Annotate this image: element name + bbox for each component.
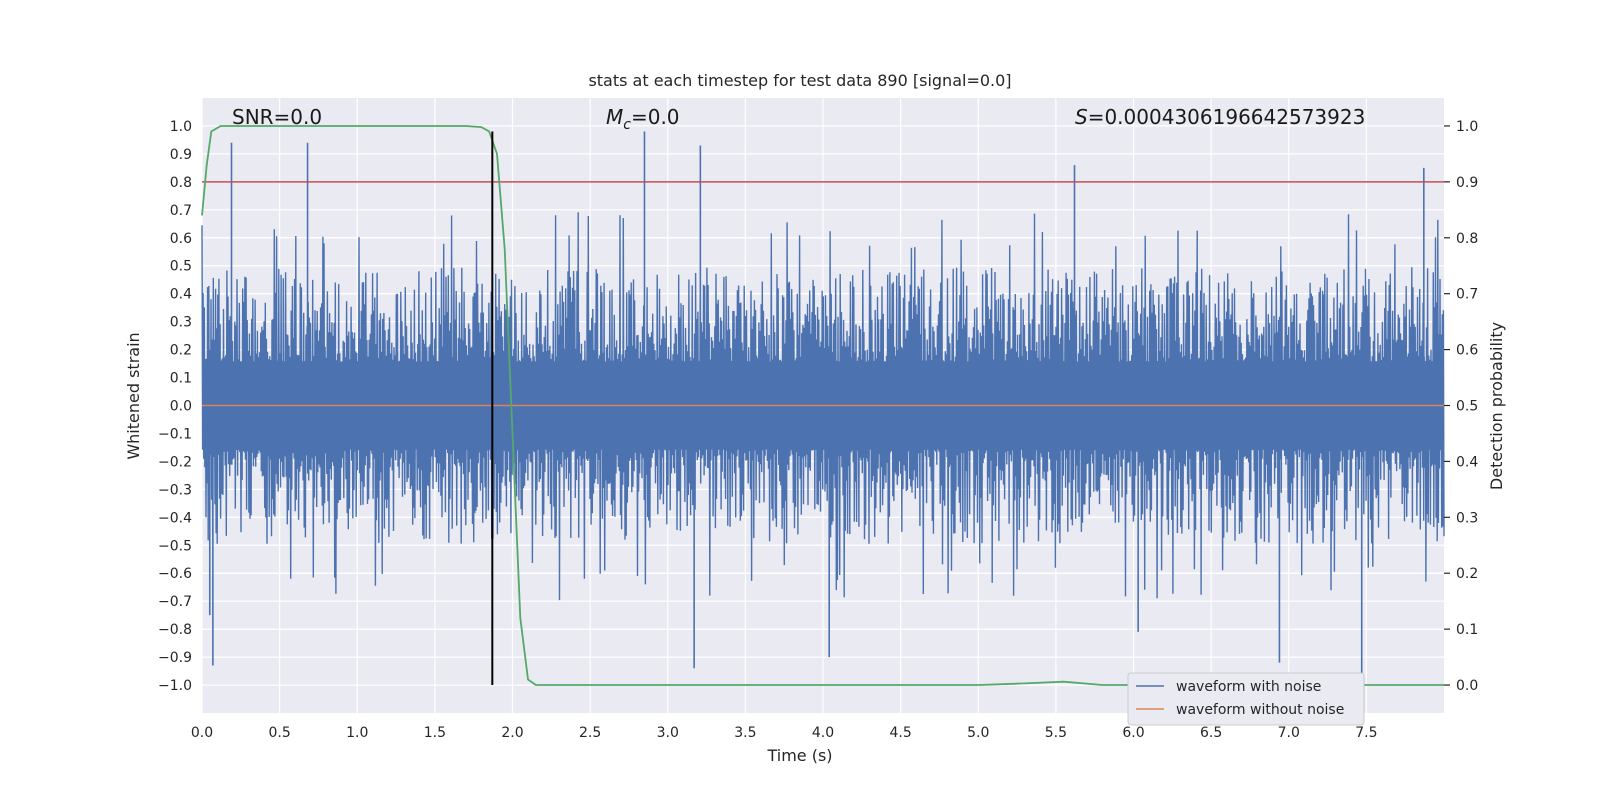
x-tick-label: 3.0 bbox=[657, 725, 679, 741]
x-tick-label: 4.5 bbox=[889, 725, 911, 741]
y-tick-label: −0.2 bbox=[158, 454, 192, 470]
y-tick-label: −0.6 bbox=[158, 566, 192, 582]
legend: waveform with noise waveform without noi… bbox=[1127, 672, 1365, 726]
y-tick-label: 0.1 bbox=[170, 371, 192, 387]
chirp-mass-annotation: Mc=0.0 bbox=[606, 105, 680, 133]
x-tick-label: 7.0 bbox=[1278, 725, 1300, 741]
s-symbol: S bbox=[1075, 105, 1088, 129]
y2-tick-label: 0.0 bbox=[1456, 678, 1478, 694]
x-tick-label: 0.5 bbox=[268, 725, 290, 741]
legend-box bbox=[1127, 672, 1365, 726]
legend-label-with-noise: waveform with noise bbox=[1176, 679, 1321, 695]
y-tick-label: −0.5 bbox=[158, 538, 192, 554]
y2-tick-label: 0.6 bbox=[1456, 343, 1478, 359]
x-tick-label: 1.0 bbox=[346, 725, 368, 741]
x-tick-label: 2.0 bbox=[501, 725, 523, 741]
y-tick-label: −0.1 bbox=[158, 426, 192, 442]
y-tick-label: −0.4 bbox=[158, 510, 192, 526]
y-axis-label: Whitened strain bbox=[124, 332, 143, 459]
y2-tick-label: 1.0 bbox=[1456, 119, 1478, 135]
y-tick-label: −0.7 bbox=[158, 594, 192, 610]
y-tick-label: 0.8 bbox=[170, 175, 192, 191]
x-tick-label: 6.0 bbox=[1122, 725, 1144, 741]
x-axis-label: Time (s) bbox=[766, 746, 832, 765]
y-tick-label: 0.0 bbox=[170, 399, 192, 415]
y-tick-label: 0.5 bbox=[170, 259, 192, 275]
chirp-mass-symbol: M bbox=[606, 105, 623, 129]
x-tick-label: 0.0 bbox=[191, 725, 213, 741]
s-annotation: S=0.0004306196642573923 bbox=[1075, 105, 1365, 129]
y2-tick-label: 0.3 bbox=[1456, 510, 1478, 526]
y-tick-label: 0.9 bbox=[170, 147, 192, 163]
y2-tick-label: 0.2 bbox=[1456, 566, 1478, 582]
y-tick-label: 0.7 bbox=[170, 203, 192, 219]
x-tick-label: 6.5 bbox=[1200, 725, 1222, 741]
y2-tick-label: 0.4 bbox=[1456, 454, 1478, 470]
s-value: =0.0004306196642573923 bbox=[1088, 105, 1366, 129]
y-tick-label: −0.9 bbox=[158, 650, 192, 666]
x-tick-label: 4.0 bbox=[812, 725, 834, 741]
y2-tick-label: 0.8 bbox=[1456, 231, 1478, 247]
snr-annotation: SNR=0.0 bbox=[232, 105, 322, 129]
y2-tick-label: 0.9 bbox=[1456, 175, 1478, 191]
y-tick-label: 0.2 bbox=[170, 343, 192, 359]
x-tick-label: 3.5 bbox=[734, 725, 756, 741]
y-tick-label: 0.6 bbox=[170, 231, 192, 247]
y2-tick-label: 0.5 bbox=[1456, 399, 1478, 415]
y-tick-label: 0.4 bbox=[170, 287, 192, 303]
y-tick-label: −1.0 bbox=[158, 678, 192, 694]
y2-tick-label: 0.1 bbox=[1456, 622, 1478, 638]
y-tick-label: 1.0 bbox=[170, 119, 192, 135]
x-tick-label: 2.5 bbox=[579, 725, 601, 741]
y2-axis-label: Detection probability bbox=[1487, 322, 1506, 490]
y-tick-label: 0.3 bbox=[170, 315, 192, 331]
chart-title: stats at each timestep for test data 890… bbox=[588, 71, 1011, 90]
x-tick-label: 5.5 bbox=[1045, 725, 1067, 741]
chirp-mass-subscript: c bbox=[623, 117, 631, 133]
detection-probability-line bbox=[201, 125, 1444, 686]
x-tick-label: 5.0 bbox=[967, 725, 989, 741]
x-tick-label: 7.5 bbox=[1355, 725, 1377, 741]
chirp-mass-value: =0.0 bbox=[631, 105, 680, 129]
y-tick-label: −0.8 bbox=[158, 622, 192, 638]
y2-tick-label: 0.7 bbox=[1456, 287, 1478, 303]
legend-label-without-noise: waveform without noise bbox=[1176, 702, 1344, 718]
y-tick-label: −0.3 bbox=[158, 482, 192, 498]
x-tick-label: 1.5 bbox=[424, 725, 446, 741]
